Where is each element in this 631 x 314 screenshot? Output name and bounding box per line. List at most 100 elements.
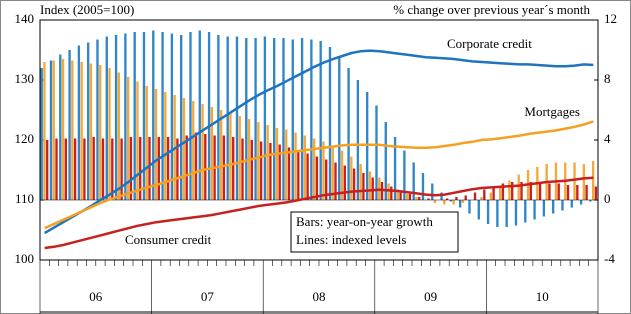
bar: [371, 177, 374, 200]
y2-tick-label: 0: [604, 191, 611, 206]
bar: [573, 162, 576, 200]
bar: [403, 150, 406, 200]
bar: [96, 39, 99, 200]
bar: [427, 198, 430, 200]
y-tick-label: 140: [15, 11, 35, 26]
bar: [468, 200, 471, 214]
bar: [433, 200, 437, 203]
bar: [229, 113, 232, 200]
bar: [80, 62, 83, 200]
bar: [338, 57, 341, 200]
bar: [245, 38, 248, 200]
bar: [207, 32, 211, 200]
bar: [322, 141, 325, 200]
bar: [343, 165, 346, 200]
bar: [387, 183, 390, 200]
bar: [71, 60, 74, 200]
bar: [585, 185, 588, 200]
bar: [111, 138, 114, 200]
bar: [157, 137, 160, 200]
bar: [368, 171, 372, 200]
bar: [250, 140, 253, 200]
bar: [291, 39, 294, 200]
bar: [393, 137, 397, 200]
bar: [561, 200, 564, 211]
bar: [533, 200, 536, 220]
bar: [126, 77, 130, 200]
bar: [390, 186, 393, 200]
y-tick-label: 120: [15, 131, 35, 146]
bar: [459, 200, 462, 208]
bar: [443, 200, 446, 205]
bar: [176, 138, 179, 200]
bar: [219, 110, 223, 200]
bar: [99, 65, 102, 200]
bar: [263, 36, 267, 200]
bar: [61, 59, 65, 200]
bar: [492, 186, 495, 200]
bar: [257, 122, 260, 200]
bar: [319, 41, 322, 200]
bar: [445, 198, 449, 200]
y2-tick-label: -4: [604, 251, 615, 266]
bar: [124, 33, 127, 200]
bar: [473, 192, 477, 200]
bar: [189, 32, 192, 200]
bar: [204, 134, 207, 200]
bar: [297, 150, 300, 200]
y2-tick-label: 12: [604, 11, 617, 26]
y-tick-label: 130: [15, 71, 35, 86]
bar: [145, 86, 148, 200]
bar: [139, 137, 142, 200]
bar: [222, 135, 226, 200]
bar: [73, 138, 77, 200]
bar: [164, 92, 167, 200]
bar: [306, 153, 309, 200]
bar: [201, 104, 204, 200]
bar: [108, 68, 111, 200]
bar: [566, 185, 570, 200]
bar: [362, 173, 365, 200]
bar: [328, 47, 332, 200]
bar: [92, 137, 95, 200]
bar: [589, 200, 592, 202]
bar: [285, 129, 288, 200]
bar: [55, 138, 58, 200]
bar: [421, 173, 425, 200]
bar: [282, 38, 285, 200]
x-tick-label: 09: [424, 289, 437, 304]
bar: [89, 63, 93, 200]
bar: [217, 35, 220, 200]
y2-tick-label: 4: [604, 131, 611, 146]
x-tick-label: 10: [536, 289, 549, 304]
y2-tick-label: 8: [604, 71, 611, 86]
bar: [152, 30, 155, 200]
bar: [133, 32, 136, 200]
bar: [570, 200, 573, 208]
bar: [226, 36, 229, 200]
bar: [455, 197, 458, 200]
bar: [52, 60, 55, 200]
bar: [300, 38, 304, 200]
bar: [210, 107, 214, 200]
line: [44, 176, 594, 250]
bar: [591, 161, 595, 200]
bar: [449, 200, 453, 202]
bar: [142, 32, 146, 200]
bar: [384, 122, 387, 200]
note-text: Lines: indexed levels: [296, 232, 406, 247]
bar: [232, 137, 235, 200]
bar: [120, 138, 123, 200]
bar: [303, 135, 307, 200]
bar: [136, 81, 139, 200]
bar: [524, 200, 527, 223]
bar: [408, 194, 412, 200]
bar: [49, 60, 53, 200]
bar: [59, 54, 62, 200]
bar: [399, 191, 402, 200]
bar: [166, 137, 170, 200]
x-tick-label: 08: [313, 289, 326, 304]
bar: [77, 45, 81, 200]
bar: [576, 185, 579, 200]
bar: [480, 197, 483, 200]
